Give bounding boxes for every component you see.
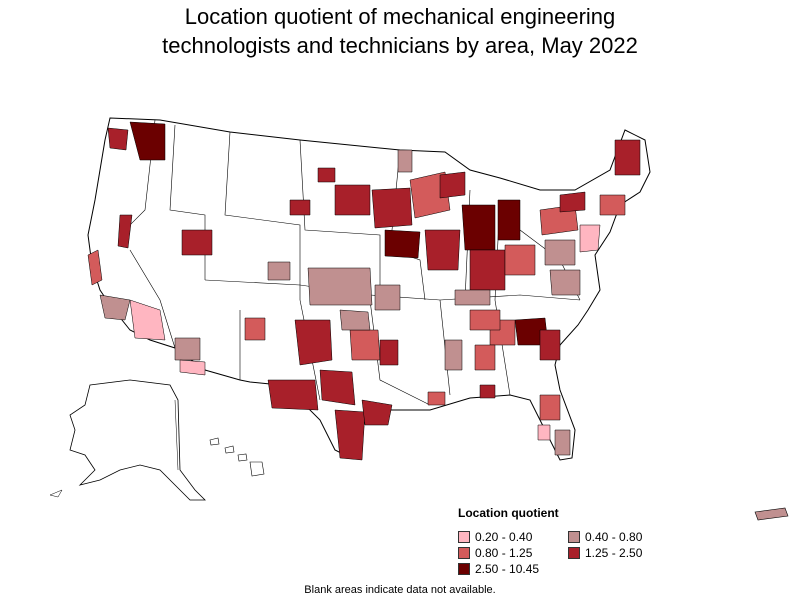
legend-label: 0.20 - 0.40 [475,530,533,544]
legend-label: 0.40 - 0.80 [585,530,643,544]
legend-item: 1.25 - 2.50 [568,545,678,561]
legend-swatch [458,563,470,575]
lq-regions [87,121,641,461]
legend-item: 2.50 - 10.45 [458,561,568,577]
legend-item: 0.80 - 1.25 [458,545,568,561]
title-line-1: Location quotient of mechanical engineer… [184,4,616,29]
map-title: Location quotient of mechanical engineer… [0,2,800,60]
legend-label: 1.25 - 2.50 [585,546,643,560]
hawaii-islands [209,437,265,477]
legend-swatch [458,531,470,543]
title-line-2: technologists and technicians by area, M… [162,33,638,58]
legend-swatch [568,547,580,559]
alaska-outline [69,379,206,501]
no-data-note: Blank areas indicate data not available. [304,584,496,596]
legend-label: 0.80 - 1.25 [475,546,533,560]
legend-item: 0.20 - 0.40 [458,529,568,545]
legend-swatch [568,531,580,543]
legend-label: 2.50 - 10.45 [475,562,540,576]
legend-item: 0.40 - 0.80 [568,529,678,545]
legend-swatch [458,547,470,559]
puerto-rico [754,507,789,521]
legend-title: Location quotient [458,506,559,520]
map-legend: 0.20 - 0.40 0.40 - 0.80 0.80 - 1.25 1.25… [458,529,678,577]
